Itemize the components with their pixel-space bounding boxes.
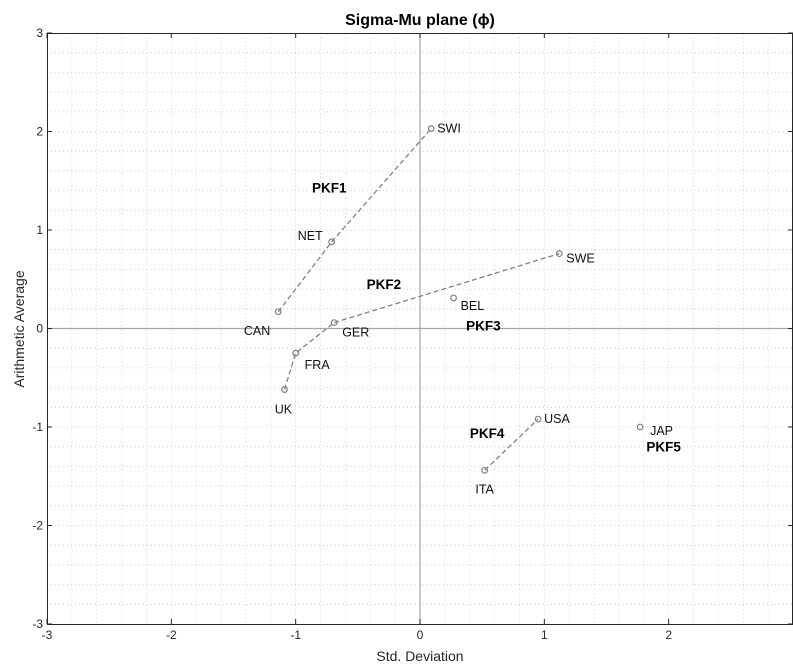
point-marker-jap [636,423,644,431]
series-line [484,418,539,471]
group-annotations: PKF1 PKF2 PKF3 PKF4 PKF5 [312,181,681,455]
point-marker-ita [481,466,489,474]
series-line [334,252,560,324]
point-marker-usa [534,415,542,423]
point-label-bel: BEL [461,299,485,313]
y-tick-label: 0 [36,322,43,336]
series-line [283,322,335,390]
point-label-uk: UK [275,403,293,417]
point-marker-net [328,238,336,246]
annotation-pkf1: PKF1 [312,181,347,196]
point-marker-swi [427,125,435,132]
x-tick-label: 1 [541,628,548,642]
point-label-usa: USA [544,412,570,426]
y-tick-label: 2 [36,125,43,139]
zero-axes [47,33,793,624]
annotation-pkf5: PKF5 [646,440,681,455]
y-axis-label: Arithmetic Average [11,270,27,387]
point-label-fra: FRA [305,358,331,372]
point-label-swe: SWE [566,252,594,266]
point-label-ita: ITA [475,482,494,496]
y-tick-label: -3 [32,617,43,631]
y-tick-label: 1 [36,223,43,237]
series-line [277,128,432,313]
chart-title: Sigma-Mu plane (ϕ) [345,12,495,29]
x-tick-label: -1 [290,628,301,642]
point-label-swi: SWI [437,122,461,136]
axis-ticks: -3 -2 -1 0 1 2 -3 -2 -1 0 1 2 3 [32,26,793,642]
y-tick-label: -1 [32,420,43,434]
point-marker-swe [555,250,563,258]
point-label-net: NET [298,229,323,243]
x-tick-label: 2 [665,628,672,642]
data-points [274,125,644,474]
y-tick-label: -2 [32,519,43,533]
point-marker-ger [330,319,338,326]
annotation-pkf2: PKF2 [367,277,402,292]
x-tick-label: -2 [166,628,177,642]
annotation-pkf3: PKF3 [466,319,501,334]
y-tick-label: 3 [36,26,43,40]
series-lines [277,128,560,471]
point-label-can: CAN [244,324,270,338]
point-marker-uk [281,386,288,393]
point-labels: SWI NET CAN SWE BEL GER FRA UK USA ITA JAP [244,122,673,497]
x-tick-label: -3 [42,628,53,642]
point-marker-fra [292,349,300,357]
x-axis-label: Std. Deviation [376,648,463,664]
point-marker-can [274,308,282,316]
point-marker-bel [450,294,457,302]
point-label-jap: JAP [650,424,673,438]
x-tick-label: 0 [417,628,424,642]
annotation-pkf4: PKF4 [470,426,505,441]
point-label-ger: GER [342,326,369,340]
